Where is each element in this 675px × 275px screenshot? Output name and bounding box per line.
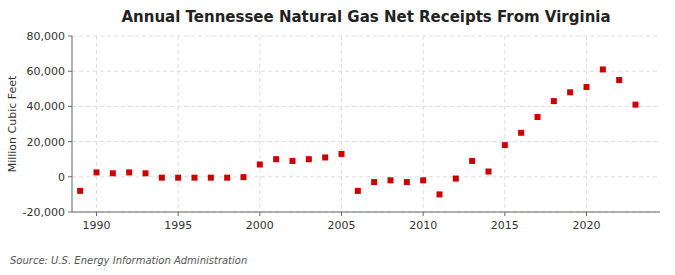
point — [241, 174, 247, 180]
chart-container: -20,000 0 20,000 40,000 60,000 80,000 1990 1995… — [0, 0, 675, 275]
point — [306, 156, 312, 162]
x-tick-label: 2005 — [328, 219, 356, 232]
point — [535, 114, 541, 120]
axes: -20,000 0 20,000 40,000 60,000 80,000 1990 1995… — [23, 30, 660, 232]
y-tick-label: 40,000 — [27, 100, 66, 113]
point — [469, 158, 475, 164]
grid — [72, 36, 660, 212]
point — [94, 169, 100, 175]
point — [290, 158, 296, 164]
y-tick — [68, 141, 72, 142]
x-tick — [423, 212, 424, 216]
y-tick — [68, 176, 72, 177]
point — [404, 179, 410, 185]
point — [486, 169, 492, 175]
x-grid-line — [504, 36, 505, 212]
x-tick-label: 1990 — [83, 219, 111, 232]
y-tick-label: 80,000 — [27, 30, 66, 43]
point — [143, 170, 149, 176]
point — [420, 177, 426, 183]
y-tick-label: 20,000 — [27, 136, 66, 149]
point — [371, 179, 377, 185]
point — [322, 154, 328, 160]
source-note: Source: U.S. Energy Information Administ… — [10, 255, 247, 266]
title: Annual Tennessee Natural Gas Net Receipt… — [121, 8, 610, 26]
y-grid-line — [72, 212, 660, 213]
x-tick-label: 2010 — [409, 219, 437, 232]
point — [437, 191, 443, 197]
x-tick — [178, 212, 179, 216]
point — [224, 175, 230, 181]
point — [77, 188, 83, 194]
point — [502, 142, 508, 148]
x-grid-line — [178, 36, 179, 212]
point — [110, 170, 116, 176]
point — [567, 89, 573, 95]
x-grid-line — [96, 36, 97, 212]
x-tick — [96, 212, 97, 216]
point — [388, 177, 394, 183]
y-tick — [68, 106, 72, 107]
y-tick — [68, 36, 72, 37]
x-tick-label: 2000 — [246, 219, 274, 232]
y-axis-label: Million Cubic Feet — [6, 75, 19, 172]
point — [192, 175, 198, 181]
point — [551, 98, 557, 104]
x-axis-line — [72, 212, 660, 213]
point — [339, 151, 345, 157]
y-grid-line — [72, 71, 660, 72]
x-grid-line — [259, 36, 260, 212]
point — [453, 176, 459, 182]
point — [126, 169, 132, 175]
point — [633, 102, 639, 108]
x-grid-line — [341, 36, 342, 212]
point — [600, 66, 606, 72]
y-tick-label: 0 — [58, 171, 65, 184]
point — [616, 77, 622, 83]
y-tick — [68, 71, 72, 72]
point — [584, 84, 590, 90]
point — [257, 161, 263, 167]
point — [355, 188, 361, 194]
x-tick — [259, 212, 260, 216]
point — [175, 175, 181, 181]
y-tick — [68, 212, 72, 213]
x-tick — [504, 212, 505, 216]
y-grid-line — [72, 106, 660, 107]
chart: -20,000 0 20,000 40,000 60,000 80,000 1990 1995… — [0, 0, 675, 275]
point — [159, 175, 165, 181]
x-grid-line — [423, 36, 424, 212]
y-grid-line — [72, 141, 660, 142]
point — [518, 130, 524, 136]
point — [273, 156, 279, 162]
y-tick-label: 60,000 — [27, 65, 66, 78]
y-tick-label: -20,000 — [23, 206, 65, 219]
x-tick-label: 2020 — [573, 219, 601, 232]
y-axis-line — [72, 36, 73, 212]
x-tick — [586, 212, 587, 216]
points — [77, 66, 638, 197]
x-grid-line — [586, 36, 587, 212]
x-tick — [341, 212, 342, 216]
x-tick-label: 2015 — [491, 219, 519, 232]
x-tick-label: 1995 — [164, 219, 192, 232]
point — [208, 175, 214, 181]
y-grid-line — [72, 36, 660, 37]
